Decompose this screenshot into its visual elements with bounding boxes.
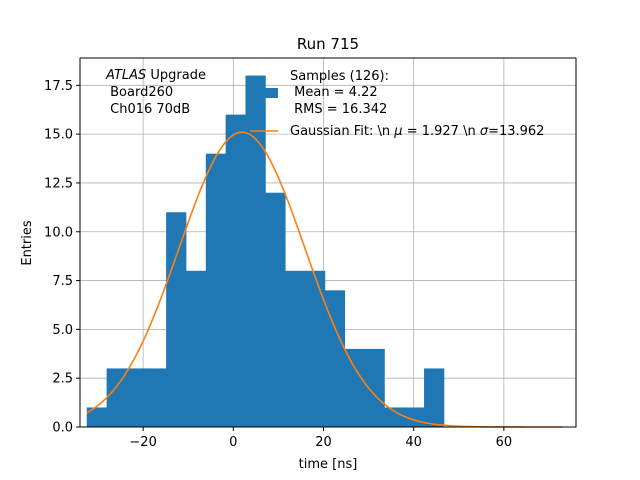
histogram-bar bbox=[344, 348, 365, 427]
histogram-bar bbox=[126, 368, 147, 427]
histogram-bar bbox=[225, 114, 246, 427]
chart-title: Run 715 bbox=[297, 35, 359, 53]
legend-fit-label: Gaussian Fit: \n μ = 1.927 \n σ=13.962 bbox=[290, 124, 544, 139]
upgrade-label: Upgrade bbox=[146, 68, 206, 83]
histogram-bar bbox=[205, 153, 227, 427]
x-axis-label: time [ns] bbox=[299, 457, 358, 472]
x-tick-label: 60 bbox=[496, 435, 513, 450]
fit-label-middle: = 1.927 \n bbox=[403, 124, 480, 139]
legend-samples-line-1: Samples (126): bbox=[290, 69, 389, 84]
histogram-bar bbox=[265, 192, 286, 427]
histogram-bar bbox=[285, 270, 306, 427]
y-tick-label: 5.0 bbox=[52, 323, 73, 338]
y-axis-ticks: 0.0 2.5 5.0 7.5 10.0 12.5 15.0 17.5 bbox=[44, 79, 80, 436]
histogram-bar bbox=[245, 75, 266, 428]
y-tick-label: 7.5 bbox=[52, 274, 73, 289]
histogram-bar bbox=[384, 407, 405, 427]
fit-label-suffix: =13.962 bbox=[488, 124, 544, 139]
legend: Samples (126): Mean = 4.22 RMS = 16.342 … bbox=[250, 69, 544, 139]
annotation-line-3: Ch016 70dB bbox=[106, 102, 190, 117]
annotation-line-1: ATLAS Upgrade bbox=[105, 68, 206, 83]
y-tick-label: 15.0 bbox=[44, 128, 73, 143]
histogram-bar bbox=[185, 270, 207, 427]
fit-sigma-symbol: σ bbox=[480, 124, 489, 139]
histogram-bar bbox=[305, 270, 326, 427]
histogram-bar bbox=[106, 368, 127, 427]
fit-mu-symbol: μ bbox=[393, 124, 402, 139]
legend-samples-line-2: Mean = 4.22 bbox=[290, 85, 378, 100]
y-tick-label: 0.0 bbox=[52, 421, 73, 436]
histogram-bar bbox=[324, 290, 346, 427]
legend-samples-line-3: RMS = 16.342 bbox=[290, 102, 387, 117]
x-tick-label: −20 bbox=[129, 435, 156, 450]
y-axis-label: Entries bbox=[20, 220, 35, 266]
x-axis-ticks: −20 0 20 40 60 bbox=[129, 427, 512, 450]
histogram-bar bbox=[86, 407, 108, 427]
atlas-label: ATLAS bbox=[105, 68, 146, 83]
x-tick-label: 40 bbox=[405, 435, 422, 450]
histogram-bar bbox=[364, 348, 385, 427]
plot-frame bbox=[79, 57, 577, 428]
histogram-bar bbox=[166, 212, 187, 427]
y-tick-label: 10.0 bbox=[44, 225, 73, 240]
atlas-annotation: ATLAS Upgrade Board260 Ch016 70dB bbox=[105, 68, 206, 117]
y-tick-label: 2.5 bbox=[52, 372, 73, 387]
fit-label-prefix: Gaussian Fit: \n bbox=[290, 124, 394, 139]
legend-samples-swatch bbox=[250, 88, 278, 98]
y-tick-label: 17.5 bbox=[44, 79, 73, 94]
histogram-bar bbox=[424, 368, 445, 427]
histogram-bar bbox=[146, 368, 167, 427]
histogram-bars bbox=[86, 75, 445, 428]
x-tick-label: 0 bbox=[229, 435, 237, 450]
x-tick-label: 20 bbox=[315, 435, 332, 450]
y-tick-label: 12.5 bbox=[44, 176, 73, 191]
annotation-line-2: Board260 bbox=[106, 85, 173, 100]
